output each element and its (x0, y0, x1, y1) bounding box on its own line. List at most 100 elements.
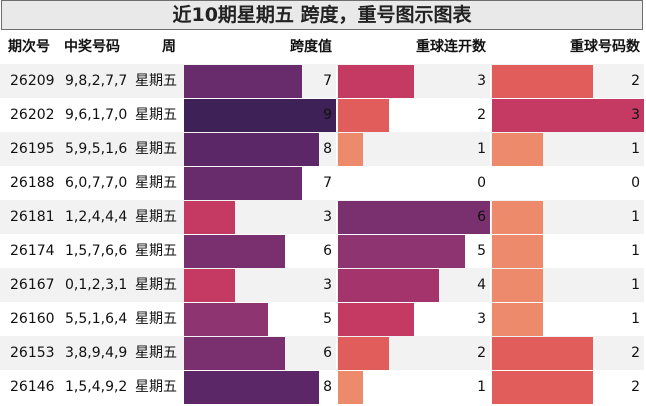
numbers-cell: 1,5,4,9,2 (65, 379, 128, 395)
consecutive-value: 1 (477, 379, 486, 395)
repeat-count-value: 2 (631, 345, 640, 361)
repeat-count-bar (492, 337, 594, 370)
numbers-cell: 6,0,7,7,0 (65, 175, 128, 191)
span-value: 8 (323, 379, 332, 395)
header-period: 期次号 (8, 39, 50, 55)
numbers-cell: 9,8,2,7,7 (65, 73, 128, 89)
span-bar (184, 337, 286, 370)
span-bar (184, 133, 320, 166)
repeat-count-bar (492, 371, 594, 404)
numbers-cell: 5,9,5,1,6 (65, 141, 128, 157)
header-numbers: 中奖号码 (64, 39, 120, 55)
period-cell: 26174 (10, 243, 55, 259)
consecutive-bar (338, 303, 414, 336)
consecutive-bar (338, 235, 465, 268)
consecutive-value: 2 (477, 345, 486, 361)
consecutive-value: 4 (477, 277, 486, 293)
numbers-cell: 9,6,1,7,0 (65, 107, 128, 123)
consecutive-bar (338, 133, 364, 166)
span-value: 6 (323, 243, 332, 259)
span-bar (184, 167, 303, 200)
period-cell: 26195 (10, 141, 55, 157)
weekday-cell: 星期五 (135, 107, 177, 123)
table-row (0, 166, 644, 200)
consecutive-value: 3 (477, 73, 486, 89)
header-weekday: 周 (162, 39, 176, 55)
repeat-count-bar (492, 303, 543, 336)
consecutive-bar (338, 99, 389, 132)
consecutive-value: 2 (477, 107, 486, 123)
span-bar (184, 269, 235, 302)
repeat-count-value: 1 (631, 277, 640, 293)
repeat-count-bar (492, 65, 594, 98)
weekday-cell: 星期五 (135, 311, 177, 327)
weekday-cell: 星期五 (135, 277, 177, 293)
repeat-count-value: 2 (631, 379, 640, 395)
span-bar (184, 201, 235, 234)
period-cell: 26160 (10, 311, 55, 327)
repeat-count-bar (492, 269, 543, 302)
weekday-cell: 星期五 (135, 175, 177, 191)
period-cell: 26188 (10, 175, 55, 191)
consecutive-value: 5 (477, 243, 486, 259)
span-bar (184, 303, 269, 336)
chart-title: 近10期星期五 跨度，重号图示图表 (172, 4, 472, 26)
span-bar (184, 235, 286, 268)
weekday-cell: 星期五 (135, 141, 177, 157)
span-value: 5 (323, 311, 332, 327)
column-divider (490, 64, 491, 404)
numbers-cell: 1,2,4,4,4 (65, 209, 128, 225)
period-cell: 26153 (10, 345, 55, 361)
repeat-count-value: 1 (631, 311, 640, 327)
period-cell: 26146 (10, 379, 55, 395)
numbers-cell: 1,5,7,6,6 (65, 243, 128, 259)
title-bar: 近10期星期五 跨度，重号图示图表 (1, 0, 643, 30)
repeat-count-bar (492, 99, 644, 132)
consecutive-bar (338, 337, 389, 370)
period-cell: 26167 (10, 277, 55, 293)
consecutive-value: 1 (477, 141, 486, 157)
span-value: 3 (323, 277, 332, 293)
repeat-count-value: 1 (631, 243, 640, 259)
numbers-cell: 3,8,9,4,9 (65, 345, 128, 361)
header-consecutive: 重球连开数 (416, 39, 486, 55)
repeat-count-value: 1 (631, 209, 640, 225)
repeat-count-value: 1 (631, 141, 640, 157)
span-value: 7 (323, 175, 332, 191)
weekday-cell: 星期五 (135, 209, 177, 225)
repeat-count-value: 2 (631, 73, 640, 89)
period-cell: 26209 (10, 73, 55, 89)
consecutive-value: 3 (477, 311, 486, 327)
span-bar (184, 65, 303, 98)
numbers-cell: 5,5,1,6,4 (65, 311, 128, 327)
repeat-count-bar (492, 201, 543, 234)
period-cell: 26181 (10, 209, 55, 225)
weekday-cell: 星期五 (135, 379, 177, 395)
repeat-count-bar (492, 235, 543, 268)
span-value: 9 (323, 107, 332, 123)
header-repeat-count: 重球号码数 (570, 39, 640, 55)
numbers-cell: 0,1,2,3,1 (65, 277, 128, 293)
span-value: 3 (323, 209, 332, 225)
header-span: 跨度值 (290, 39, 332, 55)
consecutive-value: 6 (477, 209, 486, 225)
weekday-cell: 星期五 (135, 73, 177, 89)
weekday-cell: 星期五 (135, 243, 177, 259)
consecutive-value: 0 (477, 175, 486, 191)
span-value: 6 (323, 345, 332, 361)
repeat-count-value: 3 (631, 107, 640, 123)
consecutive-bar (338, 371, 364, 404)
repeat-count-bar (492, 133, 543, 166)
consecutive-bar (338, 269, 440, 302)
period-cell: 26202 (10, 107, 55, 123)
span-value: 8 (323, 141, 332, 157)
repeat-count-value: 0 (631, 175, 640, 191)
column-divider (336, 64, 337, 404)
span-value: 7 (323, 73, 332, 89)
consecutive-bar (338, 65, 414, 98)
weekday-cell: 星期五 (135, 345, 177, 361)
span-bar (184, 371, 320, 404)
span-bar (184, 99, 336, 132)
consecutive-bar (338, 201, 490, 234)
